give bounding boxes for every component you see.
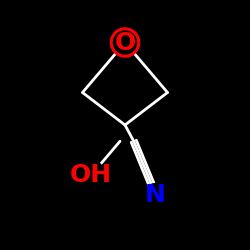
Text: N: N <box>144 183 166 207</box>
Circle shape <box>111 29 139 56</box>
Circle shape <box>144 184 166 206</box>
Text: OH: OH <box>70 163 112 187</box>
Circle shape <box>75 160 105 190</box>
Text: O: O <box>114 30 136 54</box>
